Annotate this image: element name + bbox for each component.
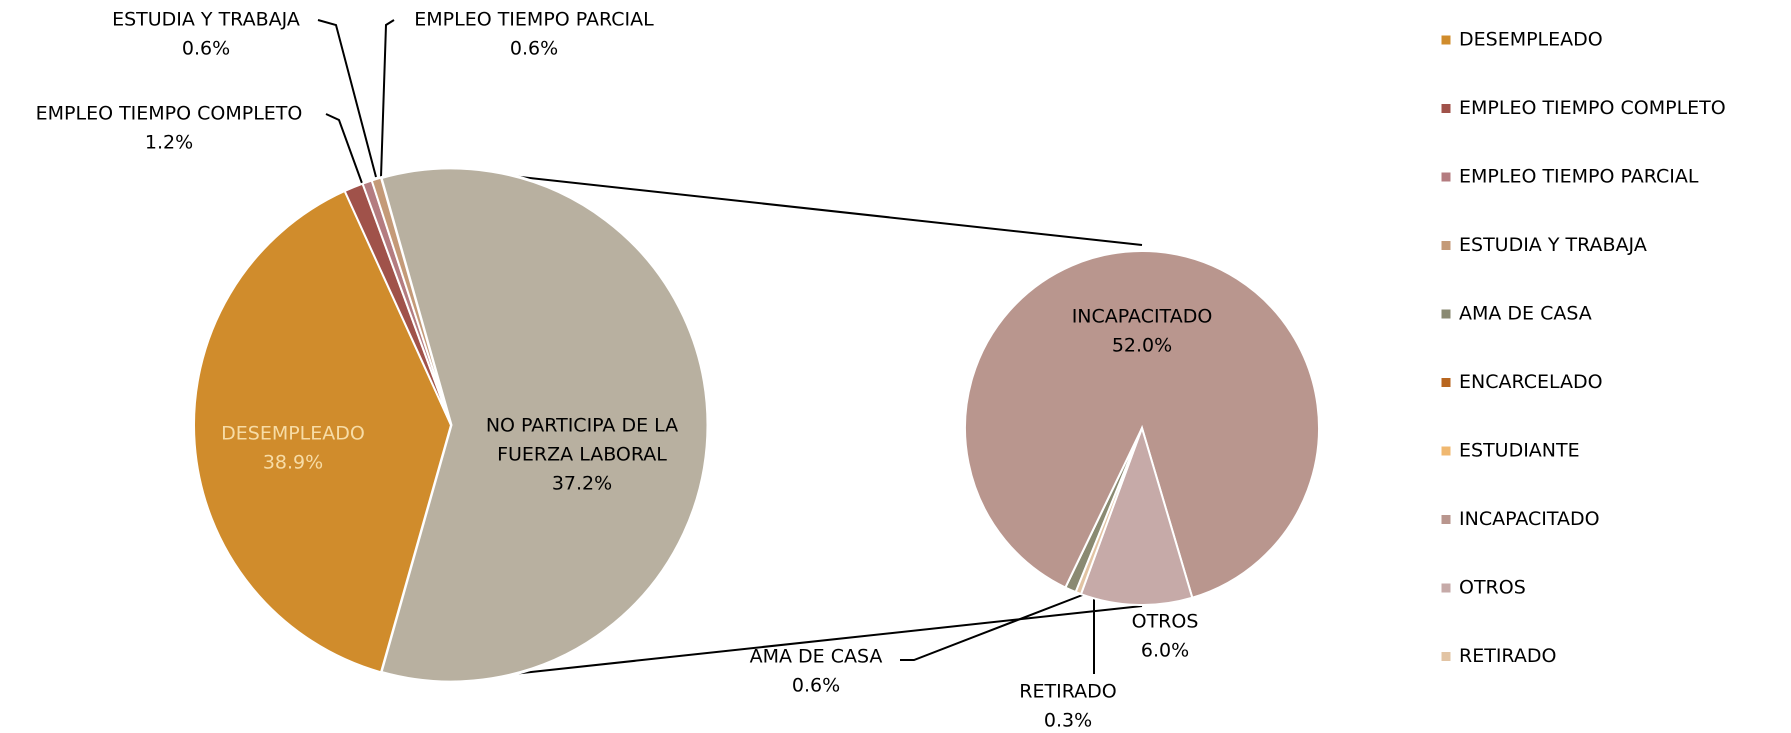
pie-slice [370, 176, 452, 426]
legend-swatch [1440, 308, 1452, 320]
data-label-name: ESTUDIA Y TRABAJA [112, 9, 300, 31]
leader-line [317, 19, 377, 178]
group-value-label: 37.2% [552, 473, 612, 495]
legend: DESEMPLEADO EMPLEO TIEMPO COMPLETO EMPLEO … [1440, 29, 1726, 667]
leader-line [900, 593, 1086, 661]
legend-swatch [1440, 34, 1452, 46]
data-label-name: AMA DE CASA [750, 646, 883, 668]
legend-swatch [1440, 377, 1452, 388]
legend-label: OTROS [1459, 577, 1526, 599]
data-label-value: 0.6% [510, 38, 558, 60]
legend-label: EMPLEO TIEMPO COMPLETO [1459, 97, 1726, 119]
data-label-name: EMPLEO TIEMPO COMPLETO [36, 103, 303, 125]
group-label: NO PARTICIPA DE LA [486, 415, 678, 437]
legend-swatch [1440, 445, 1452, 457]
legend-label: DESEMPLEADO [1459, 29, 1603, 51]
data-label-value: 1.2% [145, 132, 193, 154]
pie-slice [963, 250, 1320, 599]
data-label-value: 6.0% [1141, 640, 1189, 662]
secondary-pie [963, 250, 1320, 606]
leader-line [325, 113, 364, 187]
legend-label: ESTUDIA Y TRABAJA [1459, 234, 1647, 256]
data-label-value: 0.6% [182, 38, 230, 60]
data-label-name: INCAPACITADO [1072, 306, 1213, 328]
data-label-value: 0.6% [792, 675, 840, 697]
data-label-value: 52.0% [1112, 335, 1172, 357]
legend-label: RETIRADO [1459, 645, 1556, 667]
connector-bottom [484, 605, 1143, 678]
data-label-name: DESEMPLEADO [221, 423, 365, 445]
group-slice [379, 166, 710, 684]
legend-label: EMPLEO TIEMPO PARCIAL [1459, 166, 1699, 188]
legend-label: ENCARCELADO [1459, 371, 1603, 393]
legend-swatch [1440, 240, 1452, 251]
data-label-name: EMPLEO TIEMPO PARCIAL [414, 9, 654, 31]
leader-line [380, 19, 395, 178]
data-label-name: OTROS [1132, 611, 1199, 633]
legend-label: INCAPACITADO [1459, 508, 1600, 530]
legend-swatch [1440, 171, 1452, 183]
connector-top [501, 174, 1143, 246]
legend-swatch [1440, 651, 1452, 662]
pie-slice [1074, 427, 1143, 596]
pie-slice [1079, 424, 1194, 606]
leaders [317, 19, 1095, 674]
legend-swatch [1440, 582, 1452, 594]
legend-swatch [1440, 103, 1452, 114]
legend-label: ESTUDIANTE [1459, 440, 1580, 462]
connectors [484, 174, 1143, 678]
data-label-name: RETIRADO [1019, 681, 1116, 703]
main-pie [193, 166, 710, 684]
legend-label: AMA DE CASA [1459, 303, 1592, 325]
data-label-value: 38.9% [263, 452, 323, 474]
legend-swatch [1440, 514, 1452, 525]
data-label-value: 0.3% [1044, 710, 1092, 732]
pie-slice [193, 189, 453, 674]
group-label: FUERZA LABORAL [497, 444, 667, 466]
